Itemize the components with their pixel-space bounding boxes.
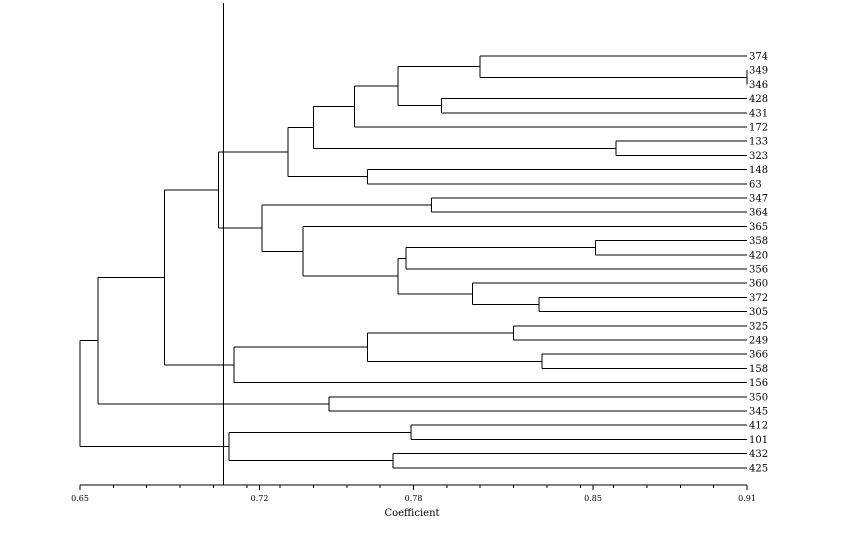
leaf-label: 350 bbox=[749, 392, 768, 403]
x-axis-tick-label: 0.85 bbox=[584, 494, 602, 503]
leaf-label: 249 bbox=[749, 336, 768, 347]
leaf-label: 365 bbox=[749, 222, 768, 233]
leaf-label: 305 bbox=[749, 307, 768, 318]
x-axis-tick-label: 0.65 bbox=[71, 494, 89, 503]
leaf-label: 346 bbox=[749, 80, 768, 91]
leaf-label: 412 bbox=[749, 421, 768, 432]
leaf-label: 364 bbox=[749, 208, 768, 219]
leaf-label: 366 bbox=[749, 350, 768, 361]
leaf-label: 358 bbox=[749, 236, 768, 247]
leaf-labels: 374 349 346 428 431 172 133 323 148 63 347 364 365 35… bbox=[749, 52, 768, 475]
leaf-label: 360 bbox=[749, 279, 768, 290]
x-axis-title: Coefficient bbox=[384, 508, 439, 519]
x-axis-tick-labels: 0.65 0.72 0.78 0.85 0.91 bbox=[71, 494, 756, 503]
leaf-label: 428 bbox=[749, 94, 768, 105]
leaf-label: 372 bbox=[749, 293, 768, 304]
leaf-label: 325 bbox=[749, 321, 768, 332]
x-axis-ticks bbox=[79, 485, 748, 490]
dendrogram-branches bbox=[79, 55, 748, 469]
leaf-label: 420 bbox=[749, 250, 768, 261]
leaf-label: 172 bbox=[749, 123, 768, 134]
leaf-label: 158 bbox=[749, 364, 768, 375]
leaf-label: 347 bbox=[749, 194, 768, 205]
leaf-label: 374 bbox=[749, 52, 768, 63]
leaf-label: 431 bbox=[749, 108, 768, 119]
leaf-label: 345 bbox=[749, 407, 768, 418]
leaf-label: 425 bbox=[749, 463, 768, 474]
leaf-label: 349 bbox=[749, 66, 768, 77]
x-axis-tick-label: 0.78 bbox=[405, 494, 423, 503]
leaf-label: 323 bbox=[749, 151, 768, 162]
x-axis-tick-label: 0.91 bbox=[738, 494, 756, 503]
leaf-label: 63 bbox=[749, 179, 762, 190]
leaf-label: 133 bbox=[749, 137, 768, 148]
x-axis: 0.65 0.72 0.78 0.85 0.91 bbox=[71, 484, 756, 503]
leaf-label: 148 bbox=[749, 165, 768, 176]
leaf-label: 101 bbox=[749, 435, 768, 446]
leaf-label: 432 bbox=[749, 449, 768, 460]
leaf-label: 156 bbox=[749, 378, 768, 389]
leaf-label: 356 bbox=[749, 265, 768, 276]
x-axis-tick-label: 0.72 bbox=[251, 494, 269, 503]
